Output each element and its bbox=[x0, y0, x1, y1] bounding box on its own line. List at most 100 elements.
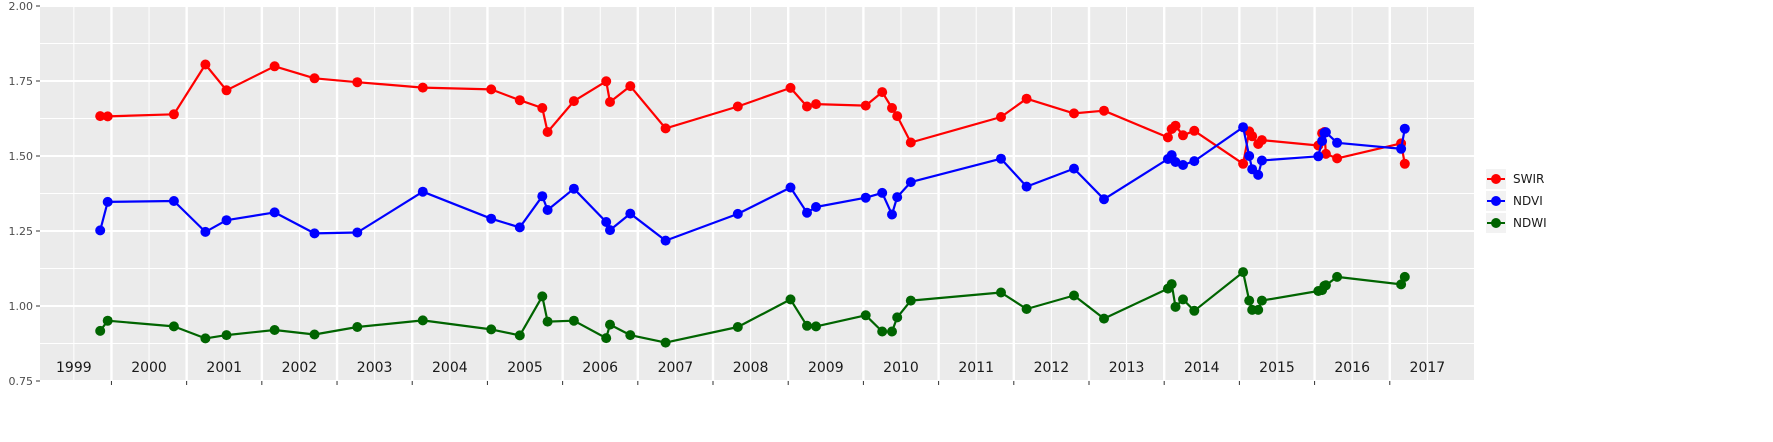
y-tick-label: 1.50 bbox=[9, 150, 34, 163]
year-label: 2012 bbox=[1034, 360, 1070, 376]
data-point-ndwi bbox=[811, 321, 821, 332]
data-point-ndwi bbox=[732, 322, 743, 332]
series-layer bbox=[95, 59, 1410, 348]
year-label: 2007 bbox=[658, 360, 694, 376]
data-point-swir bbox=[601, 76, 612, 87]
data-point-ndvi bbox=[625, 208, 636, 219]
data-point-ndwi bbox=[102, 315, 113, 326]
legend-label-swir: SWIR bbox=[1513, 172, 1544, 186]
data-point-swir bbox=[102, 111, 113, 122]
data-point-swir bbox=[732, 101, 743, 112]
data-point-ndwi bbox=[221, 330, 232, 341]
data-point-swir bbox=[1021, 93, 1032, 104]
data-point-ndvi bbox=[221, 215, 232, 226]
data-point-ndwi bbox=[1256, 295, 1267, 306]
data-point-swir bbox=[605, 97, 615, 107]
y-tick-label: 2.00 bbox=[9, 0, 34, 13]
data-point-ndwi bbox=[309, 329, 320, 340]
data-point-swir bbox=[200, 59, 211, 70]
data-point-ndwi bbox=[417, 315, 428, 326]
data-point-ndvi bbox=[309, 228, 320, 239]
year-label: 2016 bbox=[1334, 360, 1370, 376]
data-point-ndvi bbox=[1069, 163, 1079, 174]
data-point-ndwi bbox=[1399, 271, 1410, 282]
data-point-ndwi bbox=[625, 330, 636, 341]
data-point-ndwi bbox=[486, 324, 497, 335]
data-point-ndvi bbox=[1189, 156, 1200, 167]
data-point-swir bbox=[660, 123, 671, 134]
data-point-swir bbox=[1170, 120, 1181, 131]
year-label: 1999 bbox=[56, 360, 92, 376]
data-point-swir bbox=[1332, 153, 1343, 164]
y-tick-label: 0.75 bbox=[9, 375, 34, 388]
data-point-swir bbox=[802, 101, 812, 112]
year-label: 2002 bbox=[282, 360, 318, 376]
data-point-swir bbox=[542, 127, 553, 137]
year-label: 2011 bbox=[958, 360, 994, 376]
data-point-ndwi bbox=[352, 322, 363, 332]
data-point-ndvi bbox=[1253, 169, 1264, 180]
data-point-ndwi bbox=[1178, 294, 1188, 305]
legend-key-marker bbox=[1491, 174, 1501, 184]
y-tick-label: 1.25 bbox=[9, 225, 34, 238]
series-ndvi bbox=[95, 122, 1410, 246]
data-point-ndvi bbox=[877, 187, 888, 198]
data-point-ndvi bbox=[887, 209, 897, 220]
data-point-ndvi bbox=[417, 186, 428, 197]
data-point-ndwi bbox=[514, 330, 525, 341]
legend-key-marker bbox=[1491, 218, 1501, 228]
data-point-ndvi bbox=[1399, 123, 1410, 134]
year-label: 2014 bbox=[1184, 360, 1220, 376]
data-point-ndwi bbox=[860, 310, 871, 321]
data-point-ndvi bbox=[1021, 181, 1032, 192]
x-axis bbox=[110, 381, 1391, 385]
data-point-swir bbox=[1320, 148, 1331, 159]
data-point-ndwi bbox=[802, 320, 812, 331]
data-point-ndvi bbox=[996, 153, 1006, 164]
data-point-swir bbox=[785, 82, 796, 93]
data-point-ndvi bbox=[200, 226, 211, 237]
data-point-ndvi bbox=[95, 225, 106, 236]
data-point-swir bbox=[1399, 158, 1410, 169]
legend-key-marker bbox=[1491, 196, 1501, 206]
data-point-ndvi bbox=[605, 225, 615, 236]
year-label: 2003 bbox=[357, 360, 393, 376]
data-point-ndvi bbox=[660, 235, 671, 246]
year-label: 2009 bbox=[808, 360, 844, 376]
data-point-swir bbox=[1189, 125, 1200, 136]
data-point-ndwi bbox=[1253, 304, 1264, 315]
data-point-ndvi bbox=[102, 196, 113, 207]
data-point-ndwi bbox=[1170, 301, 1181, 312]
year-label: 2006 bbox=[582, 360, 618, 376]
data-point-ndvi bbox=[1396, 143, 1407, 154]
data-point-ndvi bbox=[892, 192, 903, 203]
data-point-swir bbox=[625, 81, 636, 92]
year-label: 2000 bbox=[131, 360, 167, 376]
data-point-ndvi bbox=[1099, 194, 1109, 205]
y-tick-label: 1.75 bbox=[9, 75, 34, 88]
data-point-swir bbox=[811, 99, 821, 110]
data-point-ndvi bbox=[1332, 137, 1343, 148]
data-point-ndwi bbox=[996, 287, 1006, 298]
y-axis: 0.75 1.00 1.25 1.50 1.75 2.00 bbox=[9, 0, 40, 388]
data-point-swir bbox=[1099, 105, 1109, 116]
data-point-ndwi bbox=[1238, 267, 1249, 278]
minor-gridlines bbox=[40, 6, 1474, 381]
data-point-swir bbox=[905, 137, 916, 148]
data-point-ndvi bbox=[601, 217, 612, 227]
data-point-ndwi bbox=[200, 333, 211, 344]
data-point-ndwi bbox=[605, 319, 615, 330]
data-point-swir bbox=[417, 82, 428, 93]
data-point-ndvi bbox=[486, 213, 497, 224]
data-point-swir bbox=[486, 84, 497, 95]
data-point-swir bbox=[309, 73, 320, 84]
data-point-swir bbox=[568, 96, 579, 107]
data-point-ndvi bbox=[802, 207, 812, 218]
data-point-swir bbox=[1069, 108, 1079, 119]
data-point-ndvi bbox=[1256, 155, 1267, 166]
data-point-ndwi bbox=[95, 325, 106, 336]
data-point-swir bbox=[1238, 158, 1249, 169]
data-point-swir bbox=[221, 85, 232, 96]
year-label: 2001 bbox=[206, 360, 242, 376]
